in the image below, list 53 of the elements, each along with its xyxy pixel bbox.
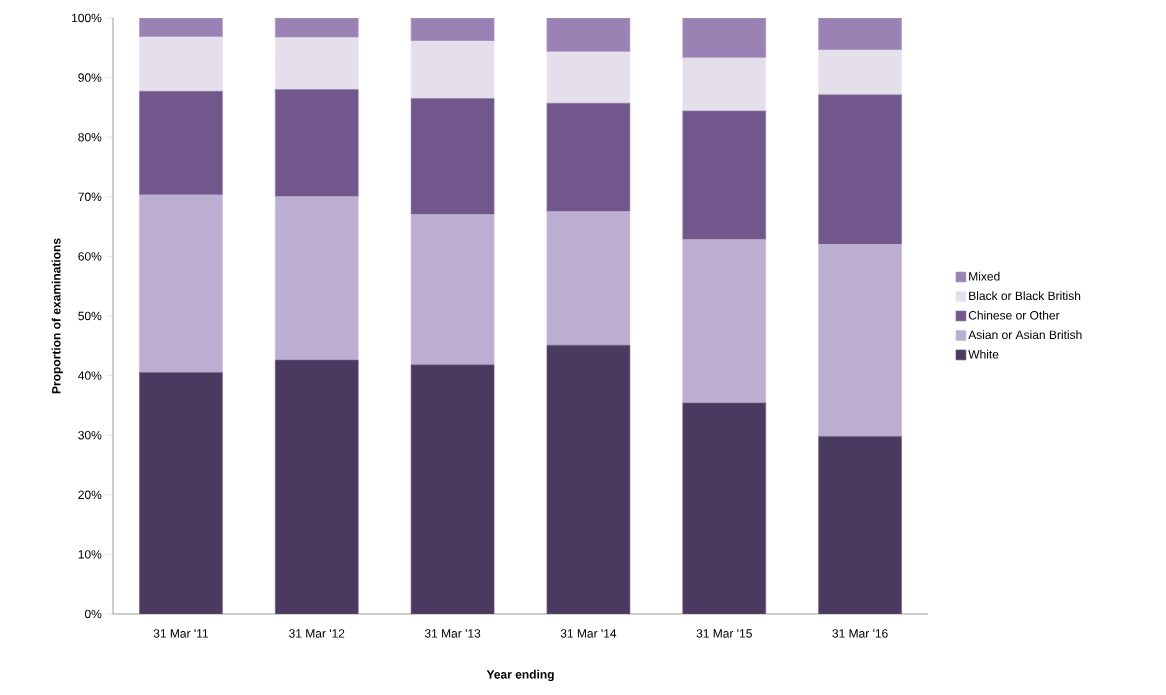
y-tick-label: 50% bbox=[78, 311, 102, 321]
legend-label: Black or Black British bbox=[969, 291, 1081, 301]
x-tick-label: 31 Mar '12 bbox=[289, 629, 345, 638]
bar bbox=[682, 110, 767, 240]
y-tick-label: 70% bbox=[78, 192, 102, 202]
bar bbox=[274, 17, 359, 38]
bar bbox=[682, 57, 767, 112]
legend-label: Mixed bbox=[969, 271, 1000, 281]
bar bbox=[410, 364, 495, 614]
legend-label: Asian or Asian British bbox=[968, 330, 1082, 340]
y-tick-label: 100% bbox=[72, 13, 102, 23]
bar bbox=[139, 194, 223, 373]
y-tick-label: 40% bbox=[78, 371, 102, 380]
bar bbox=[139, 372, 223, 614]
x-tick-label: 31 Mar '13 bbox=[424, 629, 481, 638]
x-tick-label: 31 Mar '11 bbox=[153, 629, 209, 638]
bar bbox=[274, 37, 359, 90]
y-tick-label: 20% bbox=[78, 490, 102, 500]
x-tick-label: 31 Mar '14 bbox=[560, 629, 617, 638]
bar bbox=[818, 244, 902, 437]
x-tick-label: 31 Mar '15 bbox=[696, 629, 752, 638]
bar bbox=[410, 214, 495, 366]
y-tick-label: 60% bbox=[78, 252, 102, 261]
bar bbox=[546, 17, 631, 53]
bar bbox=[546, 211, 631, 346]
bar bbox=[682, 239, 767, 404]
y-tick-label: 0% bbox=[84, 609, 102, 619]
bar bbox=[818, 17, 902, 51]
bar bbox=[682, 17, 767, 59]
legend-label: Chinese or Other bbox=[968, 310, 1060, 320]
bar bbox=[410, 98, 495, 215]
legend-label: White bbox=[968, 349, 999, 359]
bar bbox=[682, 402, 767, 614]
bar bbox=[139, 36, 223, 92]
y-tick-label: 90% bbox=[78, 73, 102, 82]
bar bbox=[410, 17, 495, 42]
bar bbox=[274, 196, 359, 361]
bar bbox=[410, 40, 495, 99]
bar bbox=[546, 344, 631, 614]
bar bbox=[818, 49, 902, 96]
y-axis-title: Proportion of examinations bbox=[51, 238, 63, 394]
bar bbox=[818, 436, 902, 614]
bar bbox=[274, 89, 359, 198]
bar bbox=[546, 51, 631, 104]
bar bbox=[818, 94, 902, 245]
bar bbox=[546, 102, 631, 212]
y-tick-label: 10% bbox=[78, 550, 102, 559]
bar bbox=[274, 359, 359, 614]
x-axis-title: Year ending bbox=[486, 669, 554, 682]
x-tick-label: 31 Mar '16 bbox=[832, 629, 888, 638]
y-tick-label: 80% bbox=[78, 132, 102, 142]
y-tick-label: 30% bbox=[78, 430, 102, 440]
bar bbox=[139, 90, 223, 196]
